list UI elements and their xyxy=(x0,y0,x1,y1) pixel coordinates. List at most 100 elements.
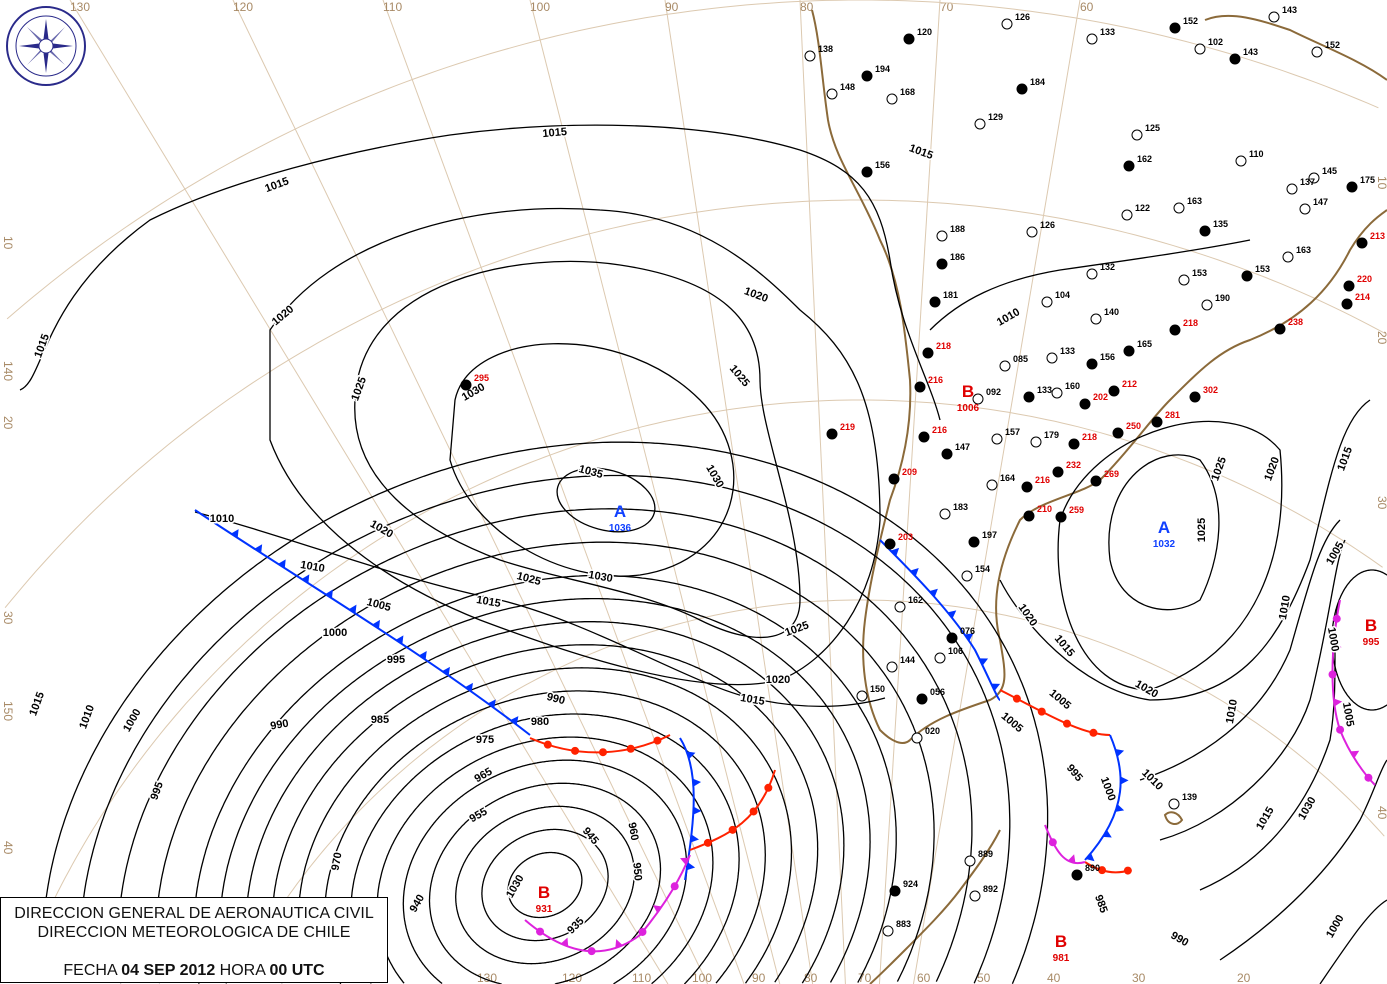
station-circle xyxy=(856,690,868,702)
station-circle xyxy=(911,732,923,744)
isobar-1010 xyxy=(79,474,1011,984)
station-pressure-change: 210 xyxy=(1037,504,1052,514)
front-triangle xyxy=(1085,852,1095,862)
high-pressure-center: A xyxy=(1158,518,1170,537)
isobar-1000-east xyxy=(1219,759,1387,961)
front-semicircle xyxy=(1098,866,1107,875)
front-semicircle xyxy=(543,740,552,749)
station-circle xyxy=(1173,202,1185,214)
station-pressure: 076 xyxy=(960,626,975,636)
lon-label-bottom: 130 xyxy=(477,971,497,984)
station-circle xyxy=(1235,155,1247,167)
station-pressure: 153 xyxy=(1192,268,1207,278)
isobar-990 xyxy=(219,597,871,984)
station-circle xyxy=(894,601,906,613)
isobar-label: 995 xyxy=(387,654,405,666)
station-pressure-change: 214 xyxy=(1355,292,1370,302)
station-pressure: 197 xyxy=(982,530,997,540)
station-pressure: 148 xyxy=(840,82,855,92)
front-triangle xyxy=(1115,804,1125,812)
isobar-label: 1005 xyxy=(999,710,1025,735)
front-triangle xyxy=(254,544,263,554)
isobar-label: 940 xyxy=(408,893,428,915)
station-circle xyxy=(1282,251,1294,263)
front-triangle xyxy=(1115,749,1125,757)
isobar-label: 1005 xyxy=(365,596,392,614)
front-triangle xyxy=(1350,750,1360,759)
isobar-label: 1020 xyxy=(1262,455,1282,482)
isobar-label: 1015 xyxy=(1052,633,1077,659)
station-pressure: 020 xyxy=(925,726,940,736)
station-pressure: 889 xyxy=(978,849,993,859)
station-pressure: 139 xyxy=(1182,792,1197,802)
station-circle xyxy=(1343,280,1355,292)
station-pressure: 150 xyxy=(870,684,885,694)
station-circle xyxy=(1001,18,1013,30)
station-pressure-change: 302 xyxy=(1203,385,1218,395)
isobar-label: 1015 xyxy=(32,332,52,359)
front-semicircle xyxy=(1012,694,1021,703)
isobar-1015 xyxy=(41,441,1049,984)
center-pressure-value: 981 xyxy=(1053,953,1070,964)
isobar-label: 1005 xyxy=(1047,687,1073,712)
station-pressure: 129 xyxy=(988,112,1003,122)
isobar-label: 1035 xyxy=(577,463,604,481)
center-pressure-value: 1006 xyxy=(957,403,980,414)
station-circle xyxy=(1023,391,1035,403)
isobar-960 xyxy=(376,736,714,984)
date-value: 04 SEP 2012 xyxy=(121,962,216,979)
station-circle xyxy=(882,925,894,937)
lat-label-left: 40 xyxy=(1,841,15,855)
station-pressure-change: 216 xyxy=(1035,475,1050,485)
front-triangle xyxy=(487,699,496,709)
front-triangle xyxy=(615,939,623,949)
isobar-label: 950 xyxy=(630,862,644,881)
station-circle xyxy=(1341,298,1353,310)
station-pressure: 145 xyxy=(1322,166,1337,176)
station-pressure-change: 259 xyxy=(1069,505,1084,515)
isobar-label: 995 xyxy=(148,780,166,801)
isobar-995-east xyxy=(1319,899,1387,984)
coastline-falklands xyxy=(1163,811,1184,825)
station-pressure-change: 212 xyxy=(1122,379,1137,389)
isobar-label: 1010 xyxy=(77,703,97,730)
center-pressure-value: 995 xyxy=(1363,637,1380,648)
front-triangle xyxy=(890,547,900,557)
latitude-circle xyxy=(6,0,1379,320)
lon-label-bottom: 30 xyxy=(1132,971,1146,984)
front-triangle xyxy=(929,588,938,598)
station-pressure-change: 250 xyxy=(1126,421,1141,431)
station-pressure: 181 xyxy=(943,290,958,300)
station-circle xyxy=(946,632,958,644)
isobar-1020-east xyxy=(929,239,1251,331)
isobar-label: 1020 xyxy=(1016,602,1040,629)
isobar-1005 xyxy=(117,508,973,984)
front-semicircle xyxy=(653,736,662,745)
station-circle xyxy=(1086,268,1098,280)
isobar-950 xyxy=(428,782,662,984)
meridian-line xyxy=(69,0,669,984)
isobar-945 xyxy=(455,805,635,965)
station-pressure: 883 xyxy=(896,919,911,929)
hour-value: 00 UTC xyxy=(269,962,325,979)
lon-label-bottom: 40 xyxy=(1047,971,1061,984)
station-pressure: 165 xyxy=(1137,339,1152,349)
front-semicircle xyxy=(1089,728,1098,737)
isobar-label: 1010 xyxy=(299,559,325,575)
station-pressure: 924 xyxy=(903,879,918,889)
station-pressure: 179 xyxy=(1044,430,1059,440)
pressure-centers: A 1036 A 1032 B 931 B 995 B 981 B 1006 xyxy=(536,382,1380,964)
occluded-front-1 xyxy=(524,854,691,953)
isobar-label: 1025 xyxy=(349,375,369,402)
station-pressure: 156 xyxy=(1100,352,1115,362)
station-pressure: 175 xyxy=(1360,175,1375,185)
station-circle xyxy=(804,50,816,62)
front-semicircle xyxy=(626,744,635,753)
station-circle xyxy=(1168,798,1180,810)
station-circle xyxy=(1026,226,1038,238)
isobar-1015-east xyxy=(1139,519,1341,781)
isobar-1010-east xyxy=(1159,539,1346,841)
station-circle xyxy=(1356,237,1368,249)
station-pressure: 144 xyxy=(900,655,915,665)
title-line-2: DIRECCION METEOROLOGICA DE CHILE xyxy=(37,924,351,941)
